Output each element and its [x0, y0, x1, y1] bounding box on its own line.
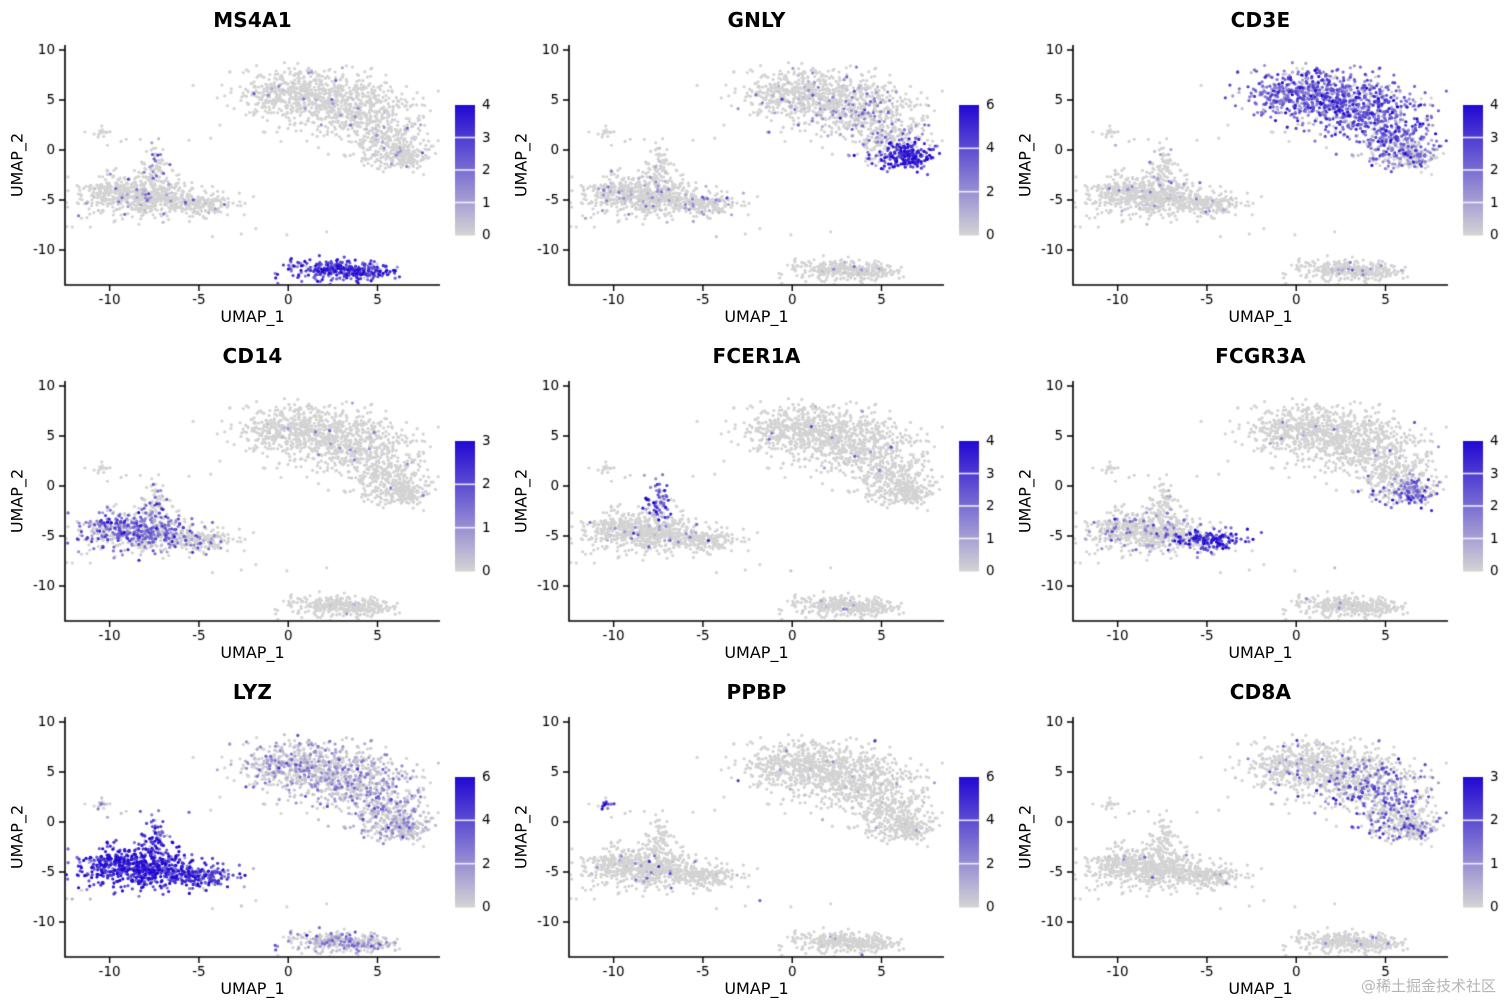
umap-panel-ppbp: PPBP UMAP_2 UMAP_1: [504, 672, 1008, 1008]
umap-scatter-canvas: [0, 336, 504, 672]
x-axis-label: UMAP_1: [724, 979, 789, 998]
umap-panel-gnly: GNLY UMAP_2 UMAP_1: [504, 0, 1008, 336]
umap-panel-cd14: CD14 UMAP_2 UMAP_1: [0, 336, 504, 672]
umap-panel-ms4a1: MS4A1 UMAP_2 UMAP_1: [0, 0, 504, 336]
umap-panel-lyz: LYZ UMAP_2 UMAP_1: [0, 672, 504, 1008]
umap-panel-fcer1a: FCER1A UMAP_2 UMAP_1: [504, 336, 1008, 672]
x-axis-label: UMAP_1: [220, 979, 285, 998]
umap-scatter-canvas: [504, 336, 1008, 672]
umap-scatter-canvas: [1008, 0, 1512, 336]
x-axis-label: UMAP_1: [724, 307, 789, 326]
umap-scatter-canvas: [1008, 672, 1512, 1008]
x-axis-label: UMAP_1: [1228, 979, 1293, 998]
umap-panel-cd8a: CD8A UMAP_2 UMAP_1: [1008, 672, 1512, 1008]
x-axis-label: UMAP_1: [724, 643, 789, 662]
umap-scatter-canvas: [504, 672, 1008, 1008]
x-axis-label: UMAP_1: [220, 307, 285, 326]
umap-scatter-canvas: [0, 672, 504, 1008]
umap-scatter-canvas: [504, 0, 1008, 336]
umap-panel-fcgr3a: FCGR3A UMAP_2 UMAP_1: [1008, 336, 1512, 672]
watermark-text: @稀土掘金技术社区: [1360, 977, 1496, 995]
x-axis-label: UMAP_1: [220, 643, 285, 662]
umap-scatter-canvas: [1008, 336, 1512, 672]
x-axis-label: UMAP_1: [1228, 307, 1293, 326]
umap-scatter-canvas: [0, 0, 504, 336]
umap-panel-cd3e: CD3E UMAP_2 UMAP_1: [1008, 0, 1512, 336]
x-axis-label: UMAP_1: [1228, 643, 1293, 662]
